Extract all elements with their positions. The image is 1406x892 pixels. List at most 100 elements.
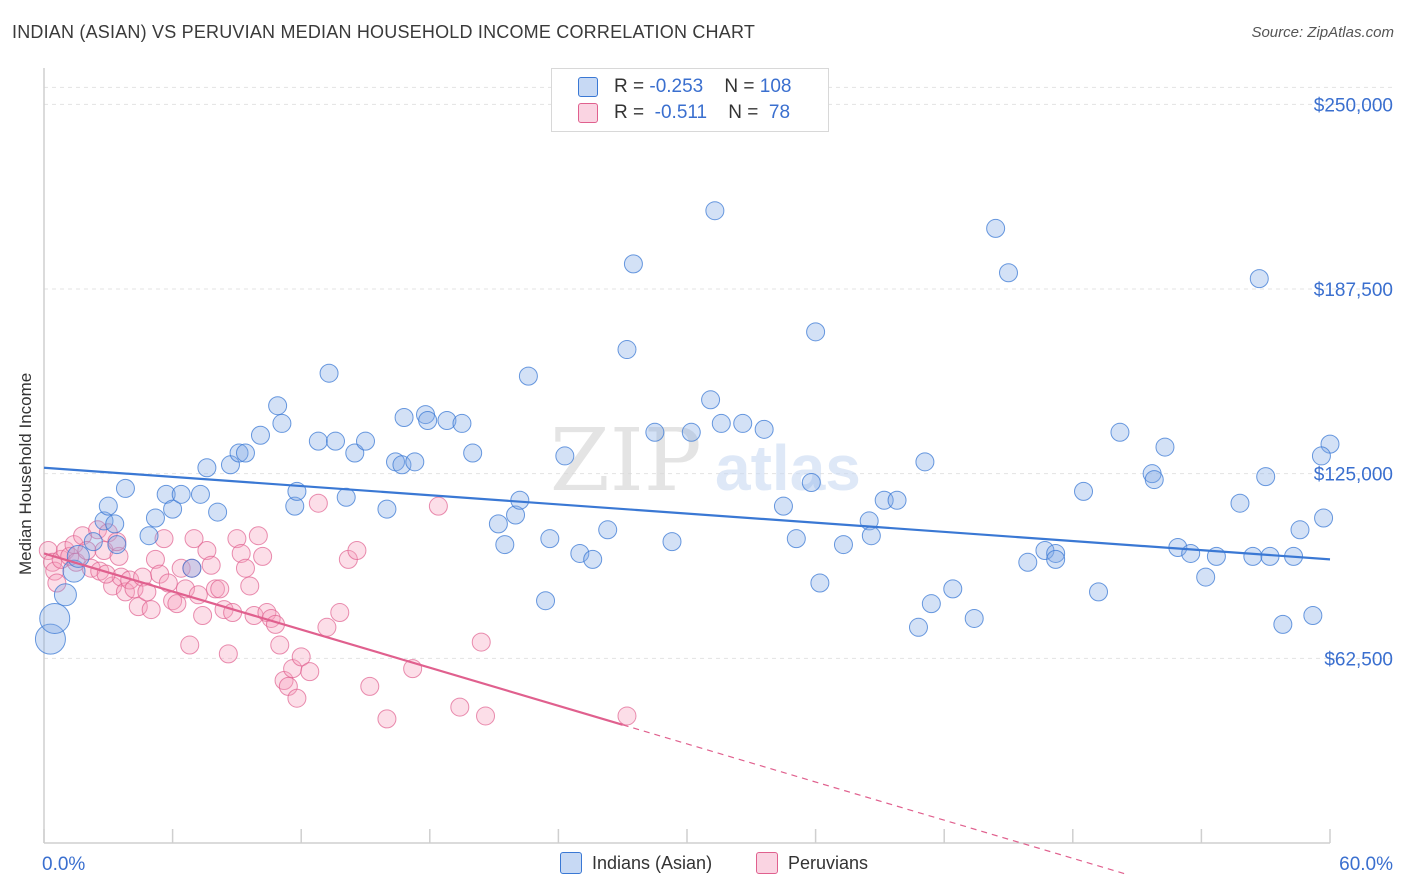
peruvians-points [38, 493, 637, 729]
indians-point [1290, 520, 1310, 540]
indians-point [325, 431, 345, 451]
peruvians-point [158, 573, 178, 593]
bottom-swatch-blue [560, 852, 582, 874]
indians-point [345, 443, 365, 463]
indians-point [1249, 269, 1269, 289]
indians-point [115, 478, 135, 498]
indians-point [83, 532, 103, 552]
legend-r-label: R = [614, 102, 650, 123]
indians-point [915, 452, 935, 472]
indians-point [1074, 481, 1094, 501]
indians-point [570, 543, 590, 563]
indians-point [943, 579, 963, 599]
indians-point [182, 558, 202, 578]
peruvians-point [428, 496, 448, 516]
peruvians-point [145, 549, 165, 569]
indians-point [62, 559, 86, 583]
indians-point [190, 484, 210, 504]
peruvians-point [218, 644, 238, 664]
peruvians-point [205, 579, 225, 599]
indians-point [405, 452, 425, 472]
x-tick-label-max: 60.0% [1339, 854, 1393, 875]
peruvians-point [128, 597, 148, 617]
watermark-atlas: atlas [715, 432, 861, 504]
peruvians-point [47, 573, 67, 593]
indians-point [1110, 422, 1130, 442]
peruvians-point [450, 697, 470, 717]
indians-point [171, 484, 191, 504]
indians-point [139, 526, 159, 546]
indians-point [463, 443, 483, 463]
x-tick-labels: 0.0% 60.0% [42, 854, 1393, 875]
peruvians-point [141, 600, 161, 620]
peruvians-point [188, 585, 208, 605]
y-tick-label: $62,500 [1324, 649, 1393, 670]
indians-point [1256, 467, 1276, 487]
indians-point [1155, 437, 1175, 457]
indians-point [1273, 614, 1293, 634]
indians-point [1046, 549, 1066, 569]
indians-point [806, 322, 826, 342]
y-tick-label: $250,000 [1314, 95, 1393, 116]
indians-point [617, 340, 637, 360]
peruvians-point [287, 688, 307, 708]
peruvians-point [180, 635, 200, 655]
indians-point [105, 514, 125, 534]
watermark: ZIP atlas [550, 411, 861, 511]
indians-point [540, 529, 560, 549]
stats-legend: R = -0.253 N = 108 R = -0.511 N = 78 [551, 68, 829, 132]
indians-point [598, 520, 618, 540]
indians-point [392, 455, 412, 475]
indians-point [1311, 446, 1331, 466]
indians-point [801, 473, 821, 493]
indians-point [681, 422, 701, 442]
y-tick-label: $187,500 [1314, 280, 1393, 301]
peruvians-point [171, 558, 191, 578]
indians-point [163, 499, 183, 519]
indians-point [645, 422, 665, 442]
indians-point [495, 535, 515, 555]
peruvians-point [291, 647, 311, 667]
peruvians-point [120, 570, 140, 590]
chart-title: INDIAN (ASIAN) VS PERUVIAN MEDIAN HOUSEH… [12, 22, 756, 42]
peruvians-point [300, 662, 320, 682]
axes [43, 68, 1331, 844]
indians-point [377, 499, 397, 519]
indians-point [98, 496, 118, 516]
bottom-legend-label-peruvians: Peruvians [788, 852, 869, 873]
indians-point [555, 446, 575, 466]
peruvians-point [330, 603, 350, 623]
indians-point [921, 594, 941, 614]
indians-point [319, 363, 339, 383]
indians-point [786, 529, 806, 549]
indians-point [711, 413, 731, 433]
indians-point [356, 431, 375, 451]
peruvians-point [184, 529, 204, 549]
indians-point [336, 487, 356, 507]
legend-n-label: N = [724, 76, 760, 97]
legend-n-value: 78 [763, 102, 791, 123]
peruvians-point [197, 540, 217, 560]
peruvians-point [476, 706, 496, 726]
peruvians-point [317, 617, 337, 637]
legend-swatch-pink [578, 103, 598, 123]
legend-row-peruvians: R = -0.511 N = 78 [578, 101, 790, 125]
x-tick-label-min: 0.0% [42, 854, 85, 875]
indians-point [1243, 546, 1263, 566]
peruvians-point [360, 676, 380, 696]
legend-n-value: 108 [759, 76, 792, 97]
peruvians-point [154, 529, 174, 549]
peruvians-point [248, 526, 268, 546]
indians-point [662, 532, 682, 552]
indians-point [964, 608, 984, 628]
chart-source: Source: ZipAtlas.com [1251, 24, 1394, 41]
peruvians-point [253, 546, 273, 566]
legend-swatch-blue [578, 77, 598, 97]
indians-point [701, 390, 721, 410]
legend-r-value: -0.511 [649, 102, 708, 123]
y-tick-labels: $62,500 $125,000 $187,500 $250,000 [1314, 95, 1393, 670]
indians-point [536, 591, 556, 611]
indians-point [754, 419, 774, 439]
bottom-legend-indians: Indians (Asian) [560, 852, 712, 874]
indians-point [250, 425, 270, 445]
